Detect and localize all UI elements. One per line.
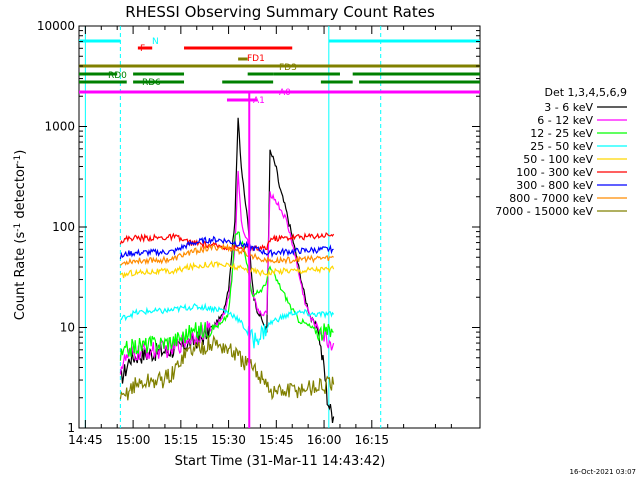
legend-label-3-6-kev: 3 - 6 keV bbox=[544, 101, 593, 114]
y-tick-label: 10 bbox=[60, 321, 75, 335]
x-tick-label: 15:15 bbox=[164, 433, 199, 447]
series-line-12-25-kev bbox=[119, 231, 334, 361]
series-line-25-50-kev bbox=[120, 302, 335, 349]
y-label-sup-2: -1 bbox=[13, 155, 23, 164]
legend-label-800-7000-kev: 800 - 7000 keV bbox=[509, 192, 593, 205]
legend-label-100-300-kev: 100 - 300 keV bbox=[516, 166, 593, 179]
legend-label-7000-15000-kev: 7000 - 15000 keV bbox=[495, 205, 593, 218]
legend-label-300-800-kev: 300 - 800 keV bbox=[516, 179, 593, 192]
timestamp: 16-Oct-2021 03:07 bbox=[570, 468, 636, 476]
x-tick-label: 15:30 bbox=[211, 433, 246, 447]
series-line-7000-15000-kev bbox=[119, 334, 335, 401]
state-bar-label-a0: A0 bbox=[279, 88, 291, 98]
x-axis-label: Start Time (31-Mar-11 14:43:42) bbox=[175, 454, 386, 469]
legend-label-6-12-kev: 6 - 12 keV bbox=[537, 114, 593, 127]
chart-title: RHESSI Observing Summary Count Rates bbox=[125, 3, 435, 21]
y-label-end: ) bbox=[13, 150, 28, 155]
y-label-sup-1: -1 bbox=[13, 223, 23, 232]
series-line-100-300-kev bbox=[119, 232, 335, 254]
y-label-main: Count Rate (s bbox=[13, 232, 28, 321]
y-tick-label: 1 bbox=[67, 421, 75, 435]
state-bar-label-f: F bbox=[140, 44, 145, 54]
y-tick-label: 1000 bbox=[44, 120, 75, 134]
state-bars: NF FD1 FD3 RD0 RD6 A0 A1 bbox=[79, 37, 480, 428]
axis-ticks: 14:45 15:00 15:15 15:30 15:45 16:00 16:15 1 10 10… bbox=[37, 19, 480, 447]
x-tick-label: 15:00 bbox=[116, 433, 151, 447]
state-bar-label-a1: A1 bbox=[253, 96, 265, 106]
legend-title: Det 1,3,4,5,6,9 bbox=[544, 86, 627, 99]
state-bar-label-fd1: FD1 bbox=[247, 54, 265, 64]
state-bar-label-fd3: FD3 bbox=[279, 63, 297, 73]
series-line-300-800-kev bbox=[119, 235, 334, 260]
y-tick-label: 10000 bbox=[37, 19, 75, 33]
x-tick-label: 16:15 bbox=[354, 433, 389, 447]
y-tick-label: 100 bbox=[52, 220, 75, 234]
x-tick-label: 14:45 bbox=[68, 433, 103, 447]
x-tick-label: 16:00 bbox=[307, 433, 342, 447]
x-tick-label: 15:45 bbox=[259, 433, 294, 447]
legend-label-12-25-kev: 12 - 25 keV bbox=[530, 127, 593, 140]
legend-label-50-100-kev: 50 - 100 keV bbox=[523, 153, 593, 166]
state-bar-label-n: N bbox=[152, 37, 159, 47]
y-axis-label: Count Rate (s-1 detector-1) bbox=[13, 150, 28, 321]
series-lines bbox=[119, 117, 335, 424]
series-line-800-7000-kev bbox=[120, 243, 334, 266]
series-line-50-100-kev bbox=[119, 260, 335, 279]
y-label-mid: detector bbox=[13, 163, 28, 223]
state-bar-label-rd0: RD0 bbox=[108, 71, 127, 81]
legend-label-25-50-kev: 25 - 50 keV bbox=[530, 140, 593, 153]
state-bar-label-rd6: RD6 bbox=[142, 78, 161, 88]
